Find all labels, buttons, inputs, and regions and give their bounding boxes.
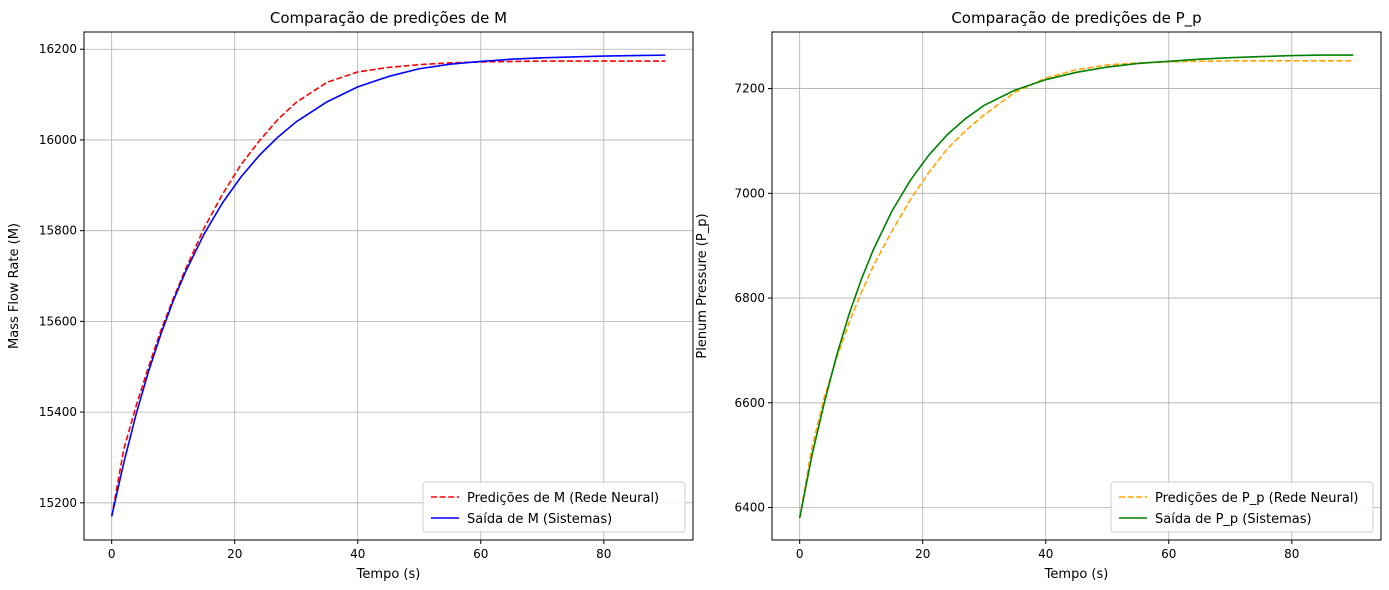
legend: Predições de M (Rede Neural) Saída de M (…	[422, 481, 686, 533]
y-tick-label: 15400	[39, 405, 77, 419]
chart-title: Comparação de predições de M	[270, 9, 507, 27]
y-axis-label: Mass Flow Rate (M)	[7, 223, 22, 349]
x-tick-label: 40	[1038, 547, 1053, 561]
y-tick-label: 15600	[39, 314, 77, 328]
legend: Predições de P_p (Rede Neural) Saída de P…	[1110, 481, 1374, 533]
x-tick-label: 0	[108, 547, 116, 561]
y-tick-label: 16200	[39, 42, 77, 56]
y-tick-label: 6600	[734, 396, 765, 410]
x-tick-label: 20	[227, 547, 242, 561]
y-tick-label: 7200	[734, 82, 765, 96]
y-tick-label: 6400	[734, 501, 765, 515]
x-axis-label: Tempo (s)	[1044, 567, 1109, 582]
plot-area-frame	[771, 31, 1382, 541]
y-tick-label: 16000	[39, 133, 77, 147]
x-tick-label: 0	[796, 547, 804, 561]
chart-panel-mass-flow: 0 20 40 60 80 15200 15400 15600 15800 16000 16200 C…	[7, 9, 694, 582]
x-tick-label: 60	[473, 547, 488, 561]
chart-panel-plenum-pressure: 0 20 40 60 80 6400 6600 6800 7000 7200 Comparação …	[695, 9, 1382, 582]
y-tick-label: 15200	[39, 496, 77, 510]
x-tick-label: 80	[1284, 547, 1299, 561]
y-axis-label: Plenum Pressure (P_p)	[695, 213, 710, 358]
x-axis-label: Tempo (s)	[356, 567, 421, 582]
legend-label-1: Predições de P_p (Rede Neural)	[1155, 491, 1359, 506]
series-line-2	[798, 54, 1354, 519]
y-tick-label: 6800	[734, 291, 765, 305]
x-tick-label: 80	[596, 547, 611, 561]
chart-title: Comparação de predições de P_p	[951, 9, 1201, 28]
legend-label-2: Saída de M (Sistemas)	[467, 512, 612, 527]
y-tick-label: 7000	[734, 186, 765, 200]
y-tick-label: 15800	[39, 224, 77, 238]
legend-box	[1110, 481, 1374, 533]
legend-label-1: Predições de M (Rede Neural)	[467, 491, 659, 506]
x-tick-label: 60	[1161, 547, 1176, 561]
legend-box	[422, 481, 686, 533]
x-tick-label: 20	[915, 547, 930, 561]
x-tick-label: 40	[350, 547, 365, 561]
series-line-1	[798, 59, 1354, 519]
legend-label-2: Saída de P_p (Sistemas)	[1155, 512, 1312, 527]
plot-area-frame	[83, 31, 694, 541]
series-line-2	[110, 54, 666, 517]
series-line-1	[110, 60, 666, 517]
